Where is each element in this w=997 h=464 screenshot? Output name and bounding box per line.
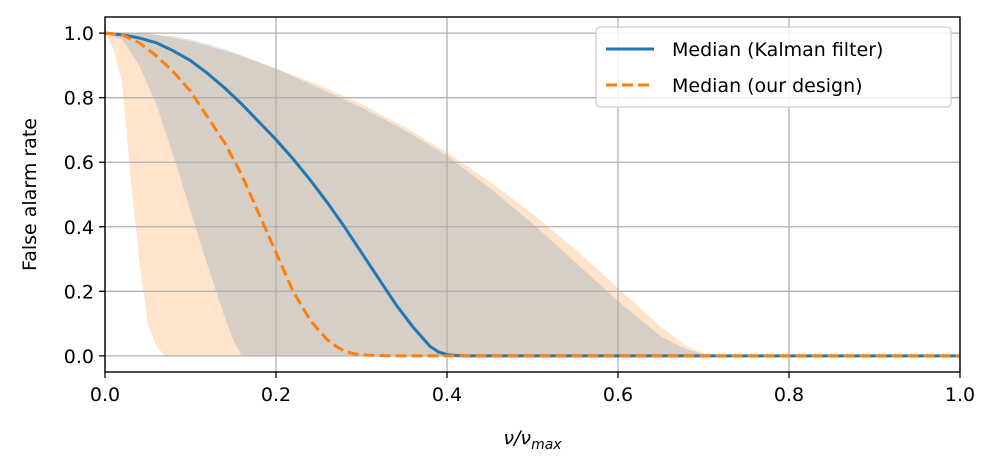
uncertainty-band-1 xyxy=(105,33,960,356)
plot-axes xyxy=(104,16,961,373)
x-tick-label: 1.0 xyxy=(945,384,975,406)
x-tick-label: 0.4 xyxy=(432,384,462,406)
y-axis-label: False alarm rate xyxy=(19,118,41,271)
y-tick-label: 1.0 xyxy=(64,23,94,45)
x-axis-label-subscript: max xyxy=(531,437,562,453)
uncertainty-band-2 xyxy=(105,33,960,356)
y-tick-label: 0.6 xyxy=(64,152,94,174)
x-axis-label-base: ν/ν xyxy=(503,427,531,449)
y-tick-label: 0.8 xyxy=(64,88,94,110)
x-tick-label: 0.2 xyxy=(261,384,291,406)
y-tick-label: 0.0 xyxy=(64,346,94,368)
y-tick-label: 0.4 xyxy=(64,217,94,239)
x-tick-label: 0.6 xyxy=(603,384,633,406)
x-tick-label: 0.8 xyxy=(774,384,804,406)
series-line-2 xyxy=(104,31,960,358)
legend-box xyxy=(595,26,952,108)
plot-frame xyxy=(104,16,961,373)
x-axis-label: ν/νmax xyxy=(503,427,562,453)
legend-label-2: Median (our design) xyxy=(672,75,863,97)
axis-labels: ν/νmax False alarm rate xyxy=(19,118,562,453)
legend-label-1: Median (Kalman filter) xyxy=(672,39,883,61)
legend: Median (Kalman filter) Median (our design… xyxy=(595,26,952,108)
median-lines xyxy=(104,31,960,358)
tick-labels: 0.0 0.2 0.4 0.6 0.8 1.0 0.0 0.2 0.4 0.6 0.8 1.0 xyxy=(64,23,975,406)
uncertainty-bands xyxy=(105,33,960,356)
y-tick-label: 0.2 xyxy=(64,281,94,303)
x-tick-label: 0.0 xyxy=(90,384,120,406)
